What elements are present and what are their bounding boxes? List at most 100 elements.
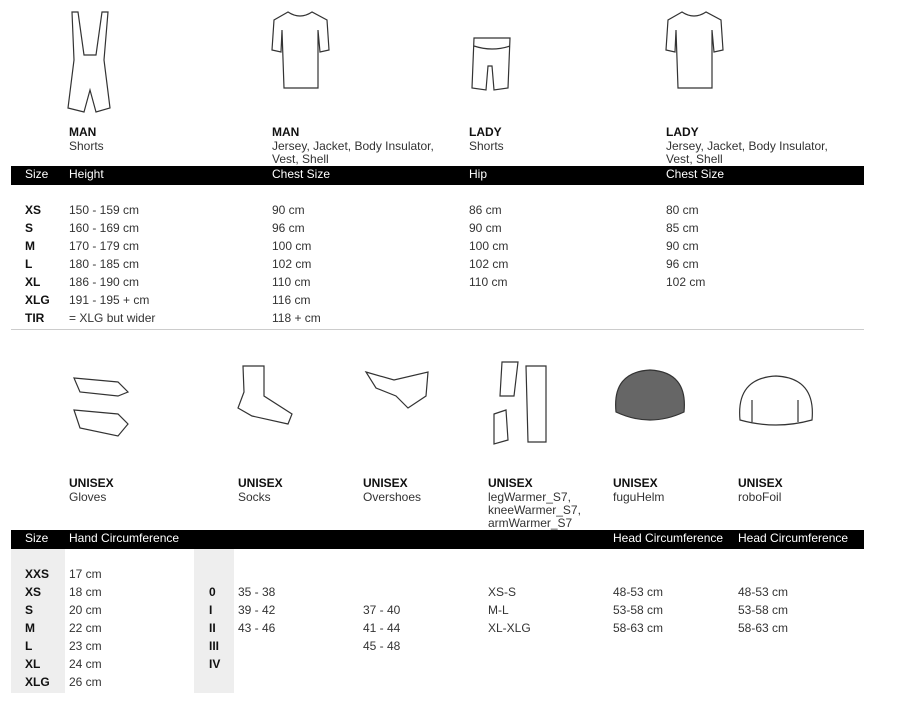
product-gender: UNISEX [363, 476, 408, 490]
product-name: Shorts [469, 139, 504, 153]
cell: 96 cm [666, 257, 699, 271]
column-header: Head Circumference [613, 531, 724, 545]
product-gender: LADY [469, 125, 502, 139]
cell: 48-53 cm [613, 585, 664, 599]
cell: = XLG but wider [69, 311, 156, 325]
cell: 90 cm [469, 221, 502, 235]
cell: 102 cm [469, 257, 509, 271]
size-label: S [25, 221, 34, 235]
column-header: Size [25, 531, 49, 545]
cell: 48-53 cm [738, 585, 789, 599]
product-name: Overshoes [363, 490, 422, 504]
size-label: XS [25, 585, 42, 599]
cell: 58-63 cm [738, 621, 789, 635]
cell: XS-S [488, 585, 517, 599]
product-name: legWarmer_S7, kneeWarmer_S7, armWarmer_S… [488, 490, 581, 530]
cell: 17 cm [69, 567, 102, 581]
gloves-icon [73, 377, 130, 437]
cell: 26 cm [69, 675, 102, 689]
cell: 85 cm [666, 221, 699, 235]
column-header: Size [25, 167, 49, 181]
socks-icon [237, 365, 293, 425]
size-label: XLG [25, 293, 50, 307]
cell: 110 cm [469, 275, 508, 289]
size-label: XLG [25, 675, 50, 689]
cell: 186 - 190 cm [69, 275, 140, 289]
header-bar [11, 166, 864, 185]
cell: 20 cm [69, 603, 102, 617]
sock-size-column-bg [194, 548, 234, 693]
size-label: XL [25, 657, 41, 671]
cell: 102 cm [666, 275, 706, 289]
product-gender: UNISEX [69, 476, 114, 490]
size-label: IV [209, 657, 221, 671]
column-header: Height [69, 167, 104, 181]
size-label: III [209, 639, 220, 653]
cell: 180 - 185 cm [69, 257, 140, 271]
size-label: L [25, 257, 33, 271]
product-gender: UNISEX [488, 476, 533, 490]
jersey-icon [665, 11, 724, 89]
cell: 100 cm [272, 239, 312, 253]
cell: 96 cm [272, 221, 305, 235]
product-name: Socks [238, 490, 271, 504]
size-label: M [25, 621, 35, 635]
size-label: 0 [209, 585, 216, 599]
cell: 90 cm [272, 203, 305, 217]
size-label: S [25, 603, 34, 617]
size-label: TIR [25, 311, 45, 325]
cell: 191 - 195 + cm [69, 293, 150, 307]
product-gender: UNISEX [738, 476, 783, 490]
divider [11, 329, 864, 330]
cell: 24 cm [69, 657, 102, 671]
cell: 80 cm [666, 203, 699, 217]
cell: 41 - 44 [363, 621, 401, 635]
cell: 18 cm [69, 585, 102, 599]
cell: XL-XLG [488, 621, 531, 635]
column-header: Hand Circumference [69, 531, 180, 545]
jersey-icon [271, 11, 330, 89]
cell: 90 cm [666, 239, 699, 253]
shorts-icon [471, 37, 511, 91]
cell: 53-58 cm [613, 603, 664, 617]
cell: 116 cm [272, 293, 311, 307]
cell: 23 cm [69, 639, 102, 653]
product-name: Jersey, Jacket, Body Insulator, Vest, Sh… [666, 139, 828, 166]
cell: 45 - 48 [363, 639, 401, 653]
column-header: Chest Size [666, 167, 725, 181]
cell: 53-58 cm [738, 603, 789, 617]
cell: 58-63 cm [613, 621, 664, 635]
product-gender: UNISEX [238, 476, 283, 490]
product-name: roboFoil [738, 490, 782, 504]
header-bar [11, 530, 864, 549]
size-label: L [25, 639, 33, 653]
column-header: Head Circumference [738, 531, 849, 545]
cell: M-L [488, 603, 509, 617]
size-label: M [25, 239, 35, 253]
size-label: XL [25, 275, 41, 289]
product-name: Gloves [69, 490, 107, 504]
product-gender: UNISEX [613, 476, 658, 490]
cell: 160 - 169 cm [69, 221, 140, 235]
product-gender: MAN [272, 125, 300, 139]
cell: 170 - 179 cm [69, 239, 140, 253]
cell: 118 + cm [272, 311, 321, 325]
product-name: Jersey, Jacket, Body Insulator, Vest, Sh… [272, 139, 434, 166]
cell: 37 - 40 [363, 603, 401, 617]
size-label: XS [25, 203, 42, 217]
product-name: fuguHelm [613, 490, 665, 504]
cell: 100 cm [469, 239, 509, 253]
cell: 150 - 159 cm [69, 203, 140, 217]
product-gender: MAN [69, 125, 97, 139]
cell: 35 - 38 [238, 585, 276, 599]
cell: 43 - 46 [238, 621, 276, 635]
warmers-icon [493, 361, 547, 445]
overshoes-icon [364, 370, 429, 409]
cell: 22 cm [69, 621, 102, 635]
product-name: Shorts [69, 139, 104, 153]
bib-shorts-icon [67, 11, 111, 113]
size-column-bg [11, 548, 65, 693]
size-label: XXS [25, 567, 50, 581]
